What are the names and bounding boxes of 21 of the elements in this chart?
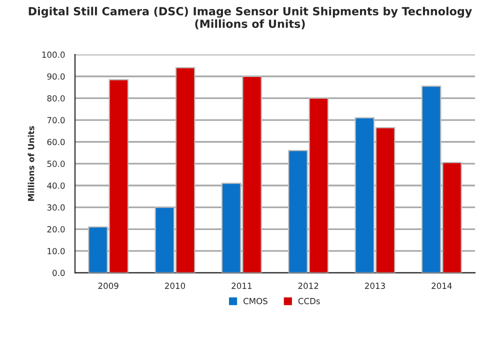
x-tick-label: 2009 <box>98 282 118 289</box>
y-tick-label: 0.0 <box>52 270 65 276</box>
y-tick-label: 30.0 <box>47 204 65 211</box>
y-tick-label: 100.0 <box>42 52 65 58</box>
legend-label: CCDs <box>298 298 320 304</box>
y-tick-label: 50.0 <box>47 160 65 167</box>
y-tick-label: 80.0 <box>47 95 65 102</box>
chart-title: Digital Still Camera (DSC) Image Sensor Unit Shipments by Technology (Millions of Units) <box>28 6 472 30</box>
y-tick-label: 10.0 <box>48 248 65 254</box>
y-tick-label: 40.0 <box>47 182 65 189</box>
x-tick-label: 2014 <box>432 282 452 289</box>
x-tick-label: 2011 <box>232 282 252 289</box>
x-tick-label: 2012 <box>298 282 318 289</box>
y-tick-label: 60.0 <box>47 138 65 146</box>
x-tick-label: 2010 <box>165 282 186 289</box>
legend-label: CMOS <box>244 298 268 304</box>
x-tick-label: 2013 <box>365 282 385 289</box>
y-tick-label: 90.0 <box>47 73 65 80</box>
y-axis-title: Millions of Units <box>28 126 34 201</box>
y-tick-label: 20.0 <box>47 226 65 232</box>
y-tick-label: 70.0 <box>47 117 65 124</box>
